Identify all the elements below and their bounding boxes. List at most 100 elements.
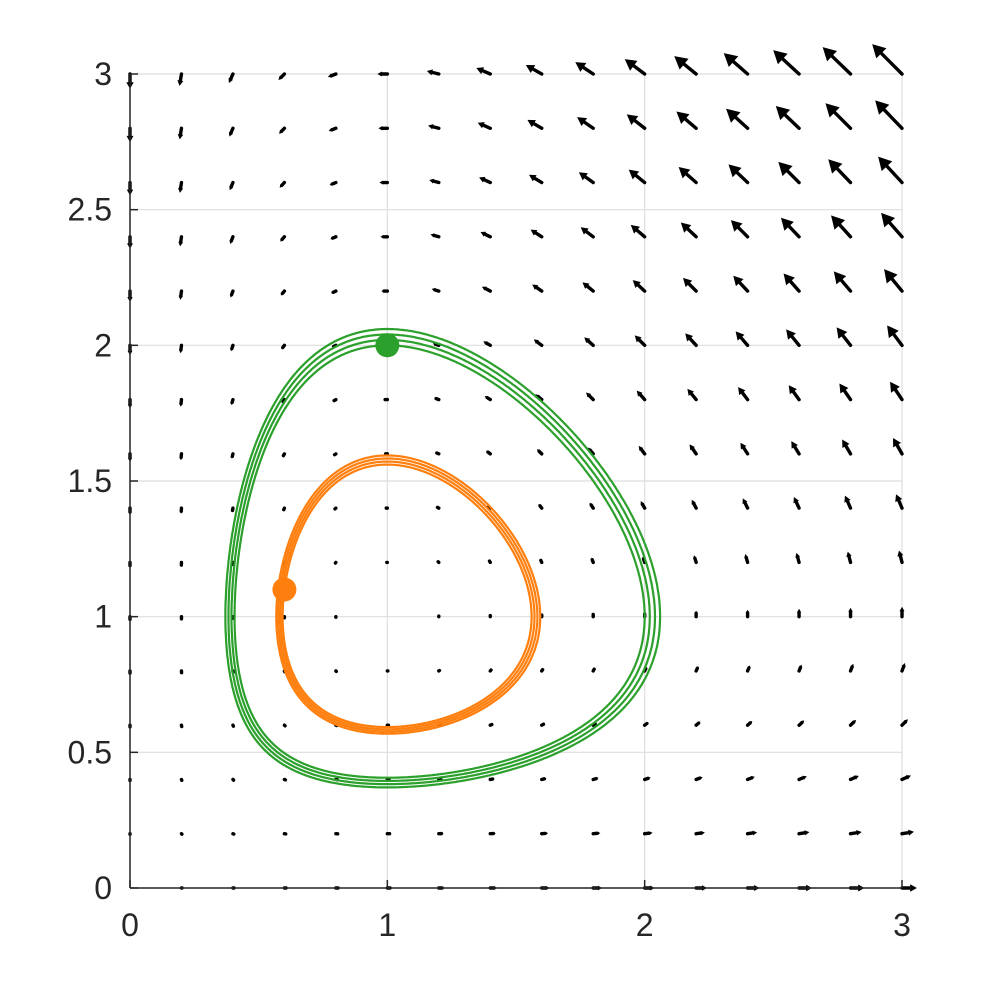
field-arrow-3-5 <box>282 614 287 620</box>
field-arrow-8-10 <box>533 339 544 348</box>
field-arrow-15-1 <box>900 829 914 836</box>
field-arrow-7-4 <box>488 668 493 673</box>
field-arrow-1-12 <box>178 235 184 247</box>
field-arrow-5-11 <box>381 289 390 293</box>
field-arrow-11-8 <box>689 444 698 456</box>
field-arrow-8-7 <box>538 503 544 510</box>
field-arrow-13-5 <box>797 608 802 619</box>
field-arrow-10-14 <box>626 114 647 130</box>
trajectory-0-loop-0 <box>233 344 646 779</box>
field-arrow-13-8 <box>791 441 801 456</box>
field-arrow-6-15 <box>426 69 441 76</box>
field-arrow-1-6 <box>179 560 184 568</box>
field-arrow-11-14 <box>676 111 698 130</box>
field-arrow-9-2 <box>591 776 599 782</box>
trajectory-0-loop-2 <box>227 333 657 786</box>
field-arrow-10-9 <box>636 390 647 402</box>
field-arrow-6-14 <box>428 124 441 130</box>
trajectory-1-loop-0 <box>281 463 533 729</box>
field-arrow-11-9 <box>687 388 698 402</box>
field-arrow-8-1 <box>540 831 549 836</box>
field-arrow-2-2 <box>231 777 236 782</box>
field-arrow-7-5 <box>488 613 492 619</box>
field-arrow-6-4 <box>437 668 442 673</box>
field-arrow-9-14 <box>577 117 595 130</box>
field-arrow-14-4 <box>848 663 854 673</box>
field-arrow-4-4 <box>334 669 339 674</box>
field-arrow-1-11 <box>178 289 184 300</box>
field-arrow-3-2 <box>282 777 288 782</box>
field-arrow-3-3 <box>282 723 287 728</box>
field-arrow-15-12 <box>881 212 904 239</box>
field-arrow-14-1 <box>848 829 862 836</box>
initial-point-1 <box>272 577 297 602</box>
field-arrow-12-13 <box>728 164 750 185</box>
trajectory-1-loop-3 <box>275 454 542 735</box>
field-arrow-9-6 <box>590 557 595 565</box>
field-arrow-11-4 <box>694 666 700 673</box>
field-arrow-7-11 <box>481 286 492 293</box>
field-arrow-12-8 <box>740 442 750 456</box>
field-arrow-1-4 <box>179 669 184 675</box>
trajectory-0-loop-3 <box>224 327 662 789</box>
field-arrow-6-11 <box>431 288 441 293</box>
field-arrow-6-8 <box>435 451 441 456</box>
tick-labels: 0 1 2 3 0 0.5 1 1.5 2 2.5 3 <box>68 56 911 943</box>
field-arrow-4-7 <box>333 506 338 511</box>
field-arrow-3-15 <box>278 72 287 80</box>
field-arrow-3-7 <box>282 506 287 512</box>
field-arrow-2-11 <box>229 289 235 298</box>
field-arrow-9-9 <box>586 392 595 402</box>
trajectory-0-loop-1 <box>230 338 651 782</box>
field-arrow-12-6 <box>744 554 750 565</box>
field-arrow-13-7 <box>793 496 801 510</box>
field-arrow-15-5 <box>899 606 905 619</box>
field-arrow-15-8 <box>893 437 904 456</box>
field-arrow-2-1 <box>231 832 236 836</box>
field-arrow-7-9 <box>484 395 492 402</box>
field-arrow-14-12 <box>831 215 853 239</box>
field-arrow-5-15 <box>377 71 390 77</box>
field-arrow-11-15 <box>674 56 698 76</box>
field-arrow-14-3 <box>848 719 857 727</box>
trajectories <box>224 327 662 789</box>
x-tick-label-0: 0 <box>121 907 139 943</box>
field-arrow-2-7 <box>230 506 235 513</box>
field-arrow-14-11 <box>833 271 853 293</box>
field-arrow-15-4 <box>900 662 906 673</box>
field-arrow-9-15 <box>575 62 595 76</box>
field-arrow-6-1 <box>437 831 444 836</box>
field-arrow-7-3 <box>488 722 494 727</box>
field-arrow-1-14 <box>177 126 184 140</box>
field-arrow-15-0 <box>900 884 917 892</box>
x-tick-label-1: 1 <box>378 907 396 943</box>
field-arrow-8-9 <box>535 394 544 402</box>
field-arrow-4-1 <box>334 832 340 836</box>
field-arrow-8-2 <box>540 777 547 782</box>
field-arrow-15-2 <box>900 775 911 782</box>
field-arrow-1-9 <box>179 397 184 407</box>
field-arrow-6-6 <box>436 560 441 565</box>
field-arrow-5-13 <box>379 180 390 185</box>
field-arrow-9-1 <box>591 831 601 836</box>
field-arrow-4-14 <box>328 126 338 132</box>
field-arrow-10-3 <box>642 721 649 727</box>
field-arrow-2-13 <box>229 180 235 191</box>
field-arrow-1-7 <box>179 506 184 514</box>
y-tick-label-1.5: 1.5 <box>68 463 112 499</box>
field-arrow-8-8 <box>536 449 544 456</box>
field-arrow-10-11 <box>632 280 647 293</box>
field-arrow-10-12 <box>630 224 647 239</box>
field-arrow-11-6 <box>693 555 698 565</box>
y-tick-label-0: 0 <box>94 870 112 906</box>
field-arrow-9-12 <box>580 227 595 239</box>
x-tick-label-3: 3 <box>893 907 911 943</box>
field-arrow-11-10 <box>685 333 698 348</box>
field-arrow-14-10 <box>836 327 853 348</box>
field-arrow-6-7 <box>435 505 441 510</box>
field-arrow-8-3 <box>540 722 546 727</box>
field-arrow-11-13 <box>678 167 698 185</box>
field-arrow-1-15 <box>177 72 184 86</box>
field-arrow-9-11 <box>582 282 595 293</box>
field-arrow-6-13 <box>429 178 441 185</box>
